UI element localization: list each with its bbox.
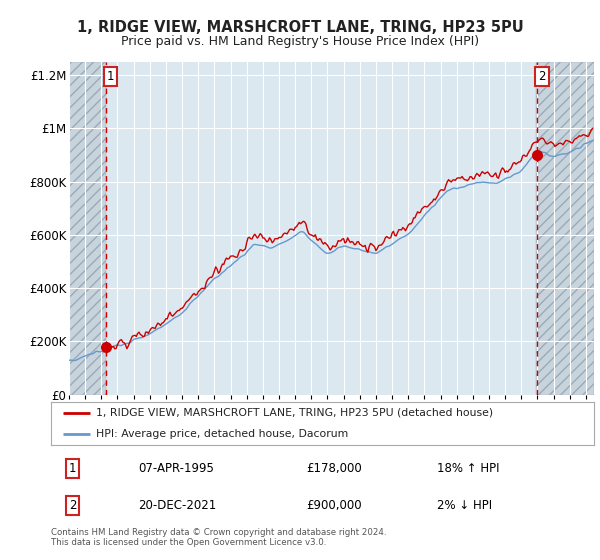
Text: Contains HM Land Registry data © Crown copyright and database right 2024.
This d: Contains HM Land Registry data © Crown c… [51,528,386,547]
Text: 2: 2 [538,70,545,83]
Text: 18% ↑ HPI: 18% ↑ HPI [437,461,499,475]
Text: 20-DEC-2021: 20-DEC-2021 [138,498,216,512]
Text: 1: 1 [69,461,76,475]
Text: £178,000: £178,000 [306,461,362,475]
Text: 1: 1 [107,70,114,83]
Text: 1, RIDGE VIEW, MARSHCROFT LANE, TRING, HP23 5PU: 1, RIDGE VIEW, MARSHCROFT LANE, TRING, H… [77,20,523,35]
Text: 07-APR-1995: 07-APR-1995 [138,461,214,475]
Text: 2: 2 [69,498,76,512]
Text: Price paid vs. HM Land Registry's House Price Index (HPI): Price paid vs. HM Land Registry's House … [121,35,479,48]
Text: 2% ↓ HPI: 2% ↓ HPI [437,498,491,512]
Text: HPI: Average price, detached house, Dacorum: HPI: Average price, detached house, Daco… [95,429,348,439]
Text: £900,000: £900,000 [306,498,362,512]
Text: 1, RIDGE VIEW, MARSHCROFT LANE, TRING, HP23 5PU (detached house): 1, RIDGE VIEW, MARSHCROFT LANE, TRING, H… [95,408,493,418]
